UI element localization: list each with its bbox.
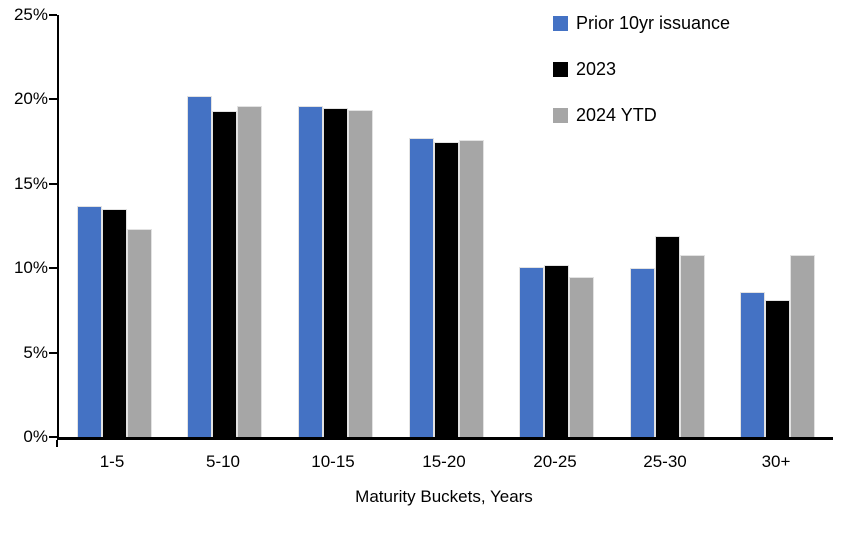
y-tick-mark bbox=[49, 98, 57, 101]
plot-area bbox=[57, 15, 833, 440]
legend-label: 2024 YTD bbox=[576, 104, 657, 125]
y-tick-mark bbox=[49, 436, 57, 438]
legend-label: Prior 10yr issuance bbox=[576, 12, 731, 33]
x-tick-label: 25-30 bbox=[643, 452, 687, 471]
bar-2024-ytd bbox=[127, 229, 152, 437]
y-tick-label: 5% bbox=[23, 342, 48, 362]
bar-prior-10yr-issuance bbox=[740, 292, 765, 437]
legend-swatch bbox=[553, 61, 568, 77]
bar-2023 bbox=[434, 142, 459, 437]
x-tick-label: 1-5 bbox=[99, 452, 125, 471]
bar-prior-10yr-issuance bbox=[519, 267, 544, 437]
bar-prior-10yr-issuance bbox=[409, 138, 434, 437]
y-tick-label: 20% bbox=[13, 89, 48, 109]
legend-label: 2023 bbox=[576, 58, 617, 79]
bar-prior-10yr-issuance bbox=[77, 206, 102, 437]
bar-2024-ytd bbox=[459, 140, 484, 437]
y-tick-label: 25% bbox=[13, 5, 48, 24]
y-tick-mark bbox=[49, 351, 57, 354]
bar-2023 bbox=[655, 236, 680, 437]
x-axis-title: Maturity Buckets, Years bbox=[355, 487, 533, 506]
legend-item: 2024 YTD bbox=[553, 104, 730, 126]
x-tick-label: 5-10 bbox=[205, 452, 241, 471]
bar-2023 bbox=[544, 265, 569, 437]
bar-2023 bbox=[323, 108, 348, 437]
y-tick-mark bbox=[49, 182, 57, 185]
bar-2024-ytd bbox=[569, 277, 594, 437]
x-tick-label: 10-15 bbox=[311, 452, 355, 471]
y-tick-label: 10% bbox=[13, 258, 48, 278]
legend-item: Prior 10yr issuance bbox=[553, 12, 730, 34]
x-axis-end-tick bbox=[56, 440, 58, 447]
legend-swatch bbox=[553, 107, 568, 123]
y-tick-mark bbox=[49, 267, 57, 270]
bar-2024-ytd bbox=[237, 106, 262, 437]
y-tick-mark bbox=[49, 14, 57, 16]
bar-2024-ytd bbox=[348, 110, 373, 437]
x-tick-label: 30+ bbox=[761, 452, 791, 471]
y-tick-label: 0% bbox=[23, 427, 48, 446]
bar-2023 bbox=[212, 111, 237, 437]
y-tick-label: 15% bbox=[13, 173, 48, 193]
legend: Prior 10yr issuance 2023 2024 YTD bbox=[553, 12, 730, 150]
legend-item: 2023 bbox=[553, 58, 730, 80]
x-tick-label: 15-20 bbox=[422, 452, 466, 471]
bar-prior-10yr-issuance bbox=[298, 106, 323, 437]
bar-prior-10yr-issuance bbox=[630, 268, 655, 437]
bar-2024-ytd bbox=[790, 255, 815, 437]
bar-2023 bbox=[765, 300, 790, 437]
legend-swatch bbox=[553, 15, 568, 31]
bar-2023 bbox=[102, 209, 127, 437]
bar-prior-10yr-issuance bbox=[187, 96, 212, 437]
bar-2024-ytd bbox=[680, 255, 705, 437]
x-tick-label: 20-25 bbox=[533, 452, 577, 471]
